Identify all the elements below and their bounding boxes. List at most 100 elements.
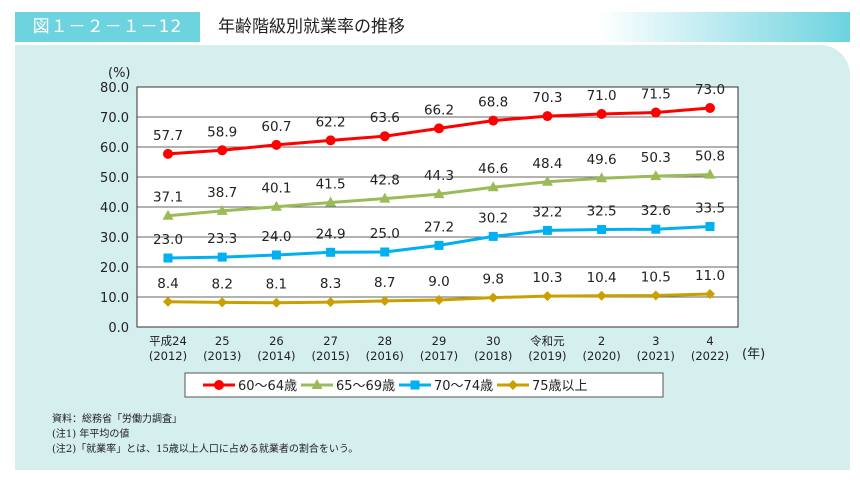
legend-label: 60～64歳 bbox=[238, 379, 297, 394]
data-point bbox=[163, 296, 173, 307]
legend-marker bbox=[410, 380, 420, 390]
data-point bbox=[163, 253, 173, 263]
y-tick-label: 80.0 bbox=[100, 81, 129, 96]
data-label: 71.0 bbox=[587, 88, 617, 104]
data-point bbox=[705, 103, 715, 113]
data-point bbox=[433, 188, 445, 199]
data-point bbox=[488, 231, 498, 241]
data-point bbox=[704, 168, 716, 179]
x-tick-label: (2019) bbox=[528, 349, 566, 363]
data-point bbox=[542, 291, 553, 302]
data-label: 63.6 bbox=[370, 110, 400, 126]
data-label: 66.2 bbox=[424, 102, 454, 118]
x-tick-label: (2014) bbox=[257, 349, 295, 363]
data-point bbox=[705, 289, 715, 299]
data-label: 37.1 bbox=[153, 190, 183, 206]
data-label: 73.0 bbox=[695, 82, 725, 98]
data-point bbox=[270, 200, 282, 211]
data-label: 40.1 bbox=[261, 181, 291, 197]
y-tick-label: 30.0 bbox=[100, 231, 129, 246]
data-label: 24.0 bbox=[261, 229, 291, 245]
data-label: 8.4 bbox=[157, 276, 178, 292]
data-point bbox=[325, 297, 336, 308]
data-label: 8.1 bbox=[266, 277, 287, 293]
data-point bbox=[542, 111, 553, 122]
legend-label: 75歳以上 bbox=[532, 379, 588, 394]
x-tick-label: 25 bbox=[215, 334, 230, 348]
data-label: 10.3 bbox=[532, 270, 562, 286]
data-label: 41.5 bbox=[316, 177, 346, 193]
data-point bbox=[651, 224, 661, 234]
data-label: 58.9 bbox=[207, 124, 237, 140]
note-1: (注1) 年平均の値 bbox=[52, 429, 130, 440]
data-point bbox=[379, 295, 390, 306]
data-label: 8.3 bbox=[320, 276, 341, 292]
data-point bbox=[541, 175, 553, 186]
x-tick-label: 30 bbox=[486, 334, 501, 348]
data-point bbox=[650, 170, 662, 181]
y-tick-label: 70.0 bbox=[100, 111, 129, 126]
y-axis-label: (%) bbox=[108, 66, 131, 81]
data-point bbox=[380, 247, 390, 257]
data-label: 68.8 bbox=[478, 95, 508, 111]
data-label: 10.5 bbox=[641, 270, 671, 286]
data-point bbox=[596, 290, 607, 301]
figure-number: 図１－２－１－12 bbox=[15, 12, 200, 42]
note-2: (注2)「就業率」とは、15歳以上人口に占める就業者の割合をいう。 bbox=[52, 444, 359, 455]
data-label: 50.3 bbox=[641, 150, 671, 166]
data-label: 27.2 bbox=[424, 219, 454, 235]
data-label: 30.2 bbox=[478, 210, 508, 226]
data-point bbox=[379, 131, 390, 142]
data-point bbox=[216, 204, 228, 215]
x-tick-label: 2 bbox=[598, 334, 605, 348]
data-point bbox=[379, 192, 391, 203]
data-label: 10.4 bbox=[587, 270, 617, 286]
y-tick-label: 0.0 bbox=[108, 321, 129, 336]
data-point bbox=[650, 290, 661, 301]
x-tick-label: (2020) bbox=[582, 349, 620, 363]
data-label: 38.7 bbox=[207, 185, 237, 201]
x-axis-label: (年) bbox=[742, 347, 765, 362]
legend-label: 65～69歳 bbox=[336, 379, 395, 394]
data-point bbox=[217, 252, 227, 262]
data-label: 70.3 bbox=[532, 90, 562, 106]
data-label: 8.7 bbox=[374, 275, 395, 291]
data-label: 48.4 bbox=[532, 156, 562, 172]
data-point bbox=[217, 145, 228, 156]
source-note: 資料：総務省「労働力調査」 bbox=[52, 414, 182, 425]
x-tick-label: 令和元 bbox=[530, 334, 565, 348]
data-point bbox=[597, 225, 607, 234]
data-label: 71.5 bbox=[641, 87, 671, 103]
legend-marker bbox=[508, 380, 518, 390]
x-tick-label: 27 bbox=[323, 334, 338, 348]
y-tick-label: 20.0 bbox=[100, 261, 129, 276]
data-point bbox=[271, 297, 282, 308]
y-tick-label: 40.0 bbox=[100, 201, 129, 216]
data-label: 24.9 bbox=[316, 226, 346, 242]
data-point bbox=[325, 135, 336, 146]
data-label: 50.8 bbox=[695, 149, 725, 165]
x-tick-label: 28 bbox=[377, 334, 392, 348]
data-label: 11.0 bbox=[695, 268, 725, 284]
data-point bbox=[596, 172, 608, 183]
data-label: 23.3 bbox=[207, 231, 237, 247]
x-tick-label: 29 bbox=[432, 334, 447, 348]
data-label: 33.5 bbox=[695, 201, 725, 217]
x-tick-label: (2018) bbox=[474, 349, 512, 363]
data-point bbox=[434, 240, 444, 250]
x-tick-label: 3 bbox=[652, 334, 659, 348]
data-label: 8.2 bbox=[211, 276, 232, 292]
x-tick-label: (2012) bbox=[149, 349, 187, 363]
data-point bbox=[434, 295, 444, 305]
legend-label: 70～74歳 bbox=[434, 379, 493, 394]
data-point bbox=[271, 139, 282, 150]
data-point bbox=[434, 123, 444, 134]
x-tick-label: (2013) bbox=[203, 349, 241, 363]
data-label: 46.6 bbox=[478, 161, 508, 177]
y-tick-label: 50.0 bbox=[100, 171, 129, 186]
data-point bbox=[542, 225, 552, 235]
x-tick-label: (2022) bbox=[691, 349, 729, 363]
y-tick-label: 10.0 bbox=[100, 291, 129, 306]
data-label: 32.6 bbox=[641, 203, 671, 219]
